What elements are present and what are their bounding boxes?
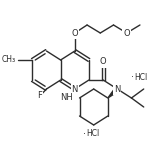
Text: HCl: HCl (86, 130, 99, 138)
Text: O: O (100, 57, 106, 67)
Text: O: O (71, 29, 78, 38)
Text: CH₃: CH₃ (1, 56, 15, 65)
Polygon shape (108, 87, 119, 98)
Text: N: N (72, 84, 78, 94)
Text: N: N (114, 84, 120, 94)
Text: O: O (123, 29, 130, 38)
Text: ·: · (83, 129, 86, 139)
Text: HCl: HCl (134, 73, 148, 81)
Text: ·: · (132, 72, 134, 82)
Text: NH: NH (60, 94, 73, 103)
Text: F: F (37, 92, 42, 100)
